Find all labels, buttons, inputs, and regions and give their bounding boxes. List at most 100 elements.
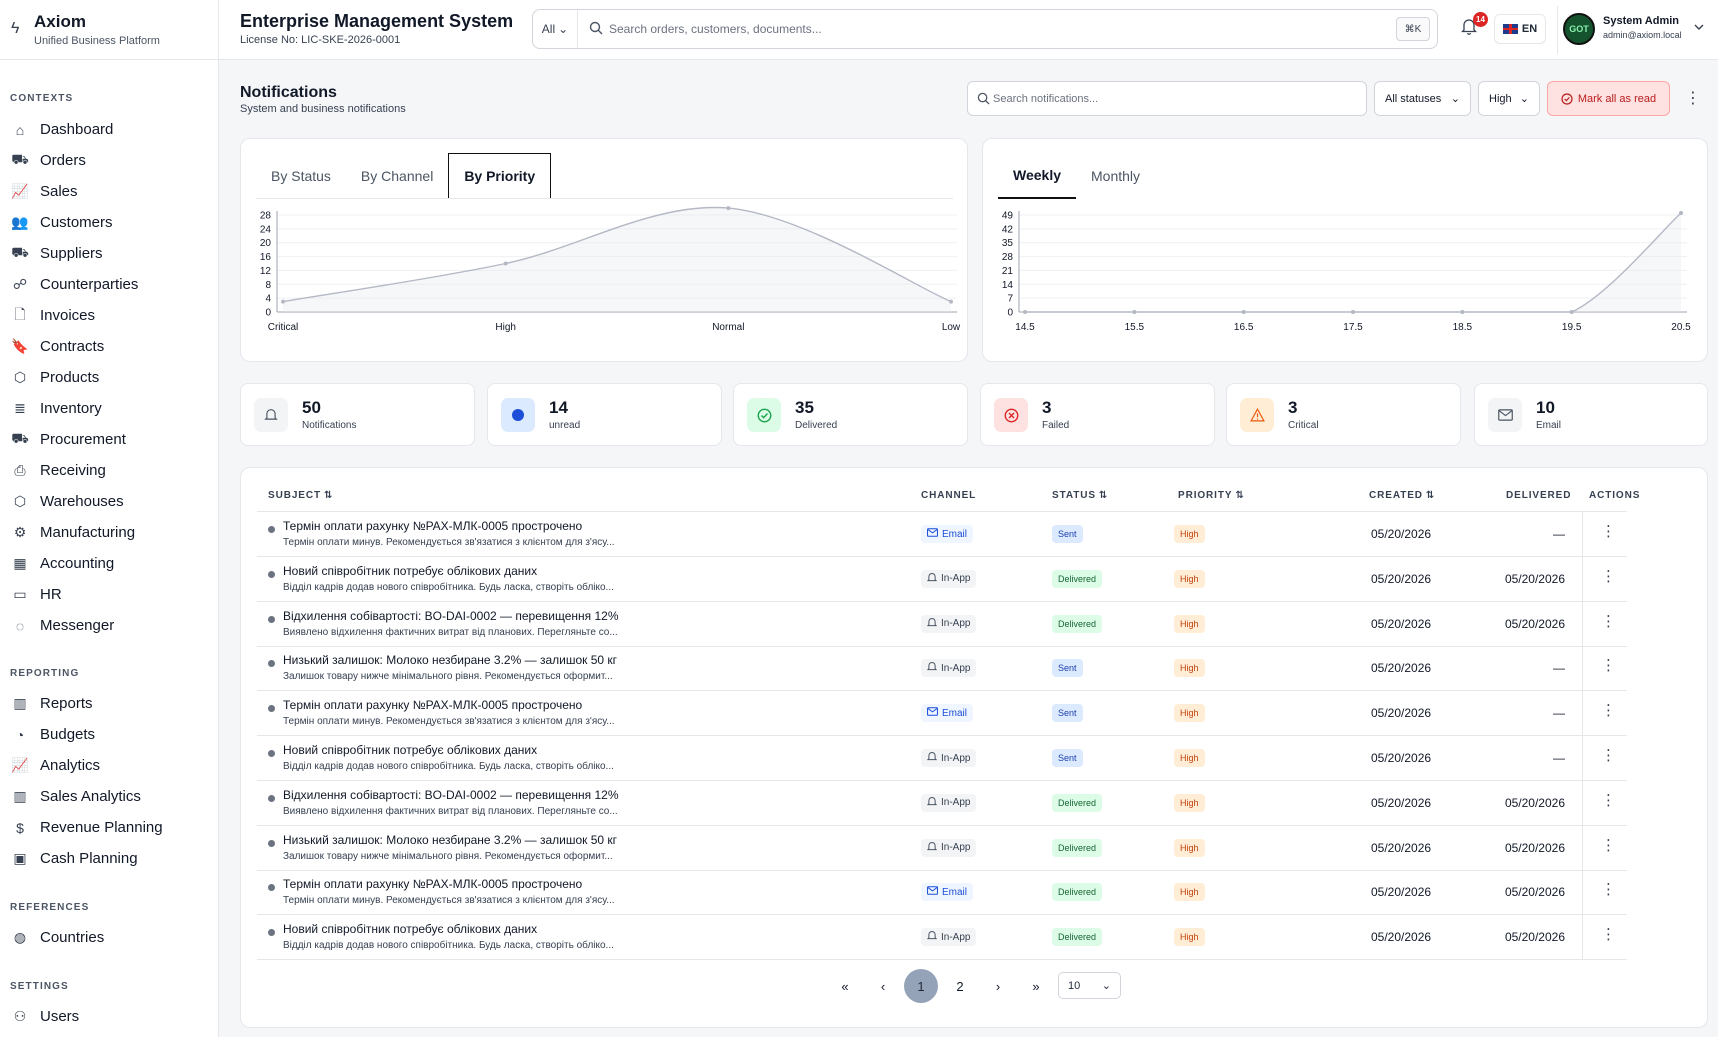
- row-actions-icon[interactable]: ⋮: [1601, 657, 1616, 675]
- sidebar-item-messenger[interactable]: ◌ Messenger: [0, 610, 218, 641]
- sidebar-item-budgets[interactable]: ◔ Budgets: [0, 719, 218, 750]
- row-actions-icon[interactable]: ⋮: [1601, 791, 1616, 809]
- data-point[interactable]: [1241, 310, 1246, 314]
- table-row[interactable]: Відхилення собівартості: BO-DAI-0002 — п…: [257, 780, 1627, 826]
- table-row[interactable]: Відхилення собівартості: BO-DAI-0002 — п…: [257, 601, 1627, 647]
- table-row[interactable]: Новий співробітник потребує облікових да…: [257, 915, 1627, 961]
- data-point[interactable]: [1132, 310, 1137, 314]
- sidebar-item-users[interactable]: ⚇ Users: [0, 1001, 218, 1032]
- avatar[interactable]: GOT: [1563, 13, 1595, 45]
- sort-icon[interactable]: ⇅: [1425, 490, 1436, 501]
- column-status[interactable]: STATUS ⇅: [1052, 490, 1108, 501]
- notifications-bell[interactable]: 14: [1460, 12, 1488, 38]
- sidebar-item-inventory[interactable]: ≣ Inventory: [0, 393, 218, 424]
- sidebar-item-invoices[interactable]: 🗋 Invoices: [0, 300, 218, 331]
- global-search-input[interactable]: Search orders, customers, documents...: [609, 22, 822, 36]
- chevron-down-icon[interactable]: [1694, 24, 1704, 31]
- table-row[interactable]: Термін оплати рахунку №PAX-МЛК-0005 прос…: [257, 870, 1627, 916]
- sidebar-item-products[interactable]: ⬡ Products: [0, 362, 218, 393]
- sidebar-item-procurement[interactable]: ⛟ Procurement: [0, 424, 218, 455]
- sidebar-item-manufacturing[interactable]: ⚙ Manufacturing: [0, 517, 218, 548]
- data-point[interactable]: [1023, 310, 1027, 314]
- sidebar-item-dashboard[interactable]: ⌂ Dashboard: [0, 114, 218, 145]
- sidebar-item-cash-planning[interactable]: ▣ Cash Planning: [0, 843, 218, 874]
- data-point[interactable]: [503, 261, 508, 266]
- sort-icon[interactable]: ⇅: [323, 490, 334, 501]
- notification-subject[interactable]: Відхилення собівартості: BO-DAI-0002 — п…: [283, 608, 619, 623]
- global-search[interactable]: All ⌄ Search orders, customers, documents…: [532, 9, 1438, 49]
- row-actions-icon[interactable]: ⋮: [1601, 881, 1616, 899]
- sidebar-item-revenue-planning[interactable]: $ Revenue Planning: [0, 812, 218, 843]
- row-actions-icon[interactable]: ⋮: [1601, 747, 1616, 764]
- table-row[interactable]: Низький залишок: Молоко незбиране 3.2% —…: [257, 825, 1627, 871]
- column-created[interactable]: CREATED ⇅: [1369, 490, 1435, 501]
- sidebar-item-countries[interactable]: ◍ Countries: [0, 922, 218, 953]
- sort-icon[interactable]: ⇅: [1098, 490, 1109, 501]
- column-subject[interactable]: SUBJECT ⇅: [268, 490, 333, 501]
- search-scope-select[interactable]: All ⌄: [533, 10, 578, 48]
- notification-subject[interactable]: Термін оплати рахунку №PAX-МЛК-0005 прос…: [283, 877, 583, 892]
- user-name[interactable]: System Admin: [1603, 15, 1680, 27]
- language-selector[interactable]: EN: [1494, 14, 1546, 44]
- row-actions-icon[interactable]: ⋮: [1601, 702, 1616, 720]
- data-point[interactable]: [281, 299, 285, 304]
- notification-subject[interactable]: Відхилення собівартості: BO-DAI-0002 — п…: [283, 787, 619, 802]
- prev-page-button[interactable]: ‹: [880, 978, 886, 994]
- table-row[interactable]: Термін оплати рахунку №PAX-МЛК-0005 прос…: [257, 691, 1627, 737]
- page-button-2[interactable]: 2: [956, 978, 964, 994]
- data-point[interactable]: [1569, 310, 1574, 314]
- table-row[interactable]: Низький залишок: Молоко незбиране 3.2% —…: [257, 646, 1627, 692]
- row-actions-icon[interactable]: ⋮: [1601, 926, 1616, 944]
- status-filter-dropdown[interactable]: All statuses ⌄: [1374, 81, 1471, 116]
- data-point[interactable]: [1679, 211, 1683, 216]
- sidebar-item-receiving[interactable]: ⎙ Receiving: [0, 455, 218, 486]
- tab-by-status[interactable]: By Status: [271, 168, 331, 184]
- row-actions-icon[interactable]: ⋮: [1601, 567, 1616, 585]
- notification-subject[interactable]: Термін оплати рахунку №PAX-МЛК-0005 прос…: [283, 698, 583, 713]
- sidebar-item-sales-analytics[interactable]: ▥ Sales Analytics: [0, 781, 218, 812]
- sidebar-item-sales[interactable]: 📈 Sales: [0, 176, 218, 207]
- tab-weekly[interactable]: Weekly: [998, 153, 1076, 199]
- sidebar-item-orders[interactable]: ⛟ Orders: [0, 145, 218, 176]
- sidebar-item-analytics[interactable]: 📈 Analytics: [0, 750, 218, 781]
- first-page-button[interactable]: «: [841, 978, 849, 994]
- sort-icon[interactable]: ⇅: [1235, 490, 1245, 501]
- notification-subject[interactable]: Термін оплати рахунку №PAX-МЛК-0005 прос…: [283, 519, 583, 533]
- notification-search-input[interactable]: Search notifications...: [967, 81, 1367, 116]
- notification-subject[interactable]: Новий співробітник потребує облікових да…: [283, 922, 538, 937]
- notification-subject[interactable]: Новий співробітник потребує облікових да…: [283, 563, 538, 578]
- page-button-1[interactable]: 1: [904, 969, 938, 1003]
- notification-subject[interactable]: Новий співробітник потребує облікових да…: [283, 743, 538, 757]
- priority-filter-dropdown[interactable]: High ⌄: [1478, 81, 1540, 116]
- sidebar-item-warehouses[interactable]: ⬡ Warehouses: [0, 486, 218, 517]
- data-point[interactable]: [1460, 310, 1465, 314]
- column-priority[interactable]: PRIORITY ⇅: [1178, 490, 1245, 501]
- sidebar-item-hr[interactable]: ▭ HR: [0, 579, 218, 610]
- page-size-select[interactable]: 10 ⌄: [1058, 972, 1121, 999]
- sidebar-item-accounting[interactable]: ▦ Accounting: [0, 548, 218, 579]
- tab-monthly[interactable]: Monthly: [1091, 168, 1141, 184]
- tab-by-channel[interactable]: By Channel: [360, 168, 434, 184]
- sidebar-item-contracts[interactable]: 🔖 Contracts: [0, 331, 218, 362]
- tab-by-priority[interactable]: By Priority: [448, 153, 552, 199]
- sidebar-item-counterparties[interactable]: ☍ Counterparties: [0, 269, 218, 300]
- more-options-icon[interactable]: ⋮: [1685, 90, 1701, 107]
- row-actions-icon[interactable]: ⋮: [1601, 523, 1616, 540]
- table-row[interactable]: Термін оплати рахунку №PAX-МЛК-0005 прос…: [257, 512, 1627, 557]
- data-point[interactable]: [1351, 310, 1355, 314]
- sidebar-item-suppliers[interactable]: ⛟ Suppliers: [0, 238, 218, 269]
- sidebar-item-reports[interactable]: ▥ Reports: [0, 688, 218, 719]
- priority-badge: High: [1174, 793, 1205, 812]
- last-page-button[interactable]: »: [1032, 978, 1040, 994]
- row-actions-icon[interactable]: ⋮: [1601, 612, 1616, 630]
- mark-all-read-button[interactable]: Mark all as read: [1547, 81, 1670, 116]
- next-page-button[interactable]: ›: [995, 978, 1001, 994]
- row-actions-icon[interactable]: ⋮: [1601, 836, 1616, 854]
- data-point[interactable]: [726, 206, 731, 211]
- notification-subject[interactable]: Низький залишок: Молоко незбиране 3.2% —…: [283, 832, 618, 847]
- notification-subject[interactable]: Низький залишок: Молоко незбиране 3.2% —…: [283, 653, 618, 668]
- data-point[interactable]: [949, 299, 953, 304]
- table-row[interactable]: Новий співробітник потребує облікових да…: [257, 736, 1627, 781]
- sidebar-item-customers[interactable]: 👥 Customers: [0, 207, 218, 238]
- table-row[interactable]: Новий співробітник потребує облікових да…: [257, 556, 1627, 602]
